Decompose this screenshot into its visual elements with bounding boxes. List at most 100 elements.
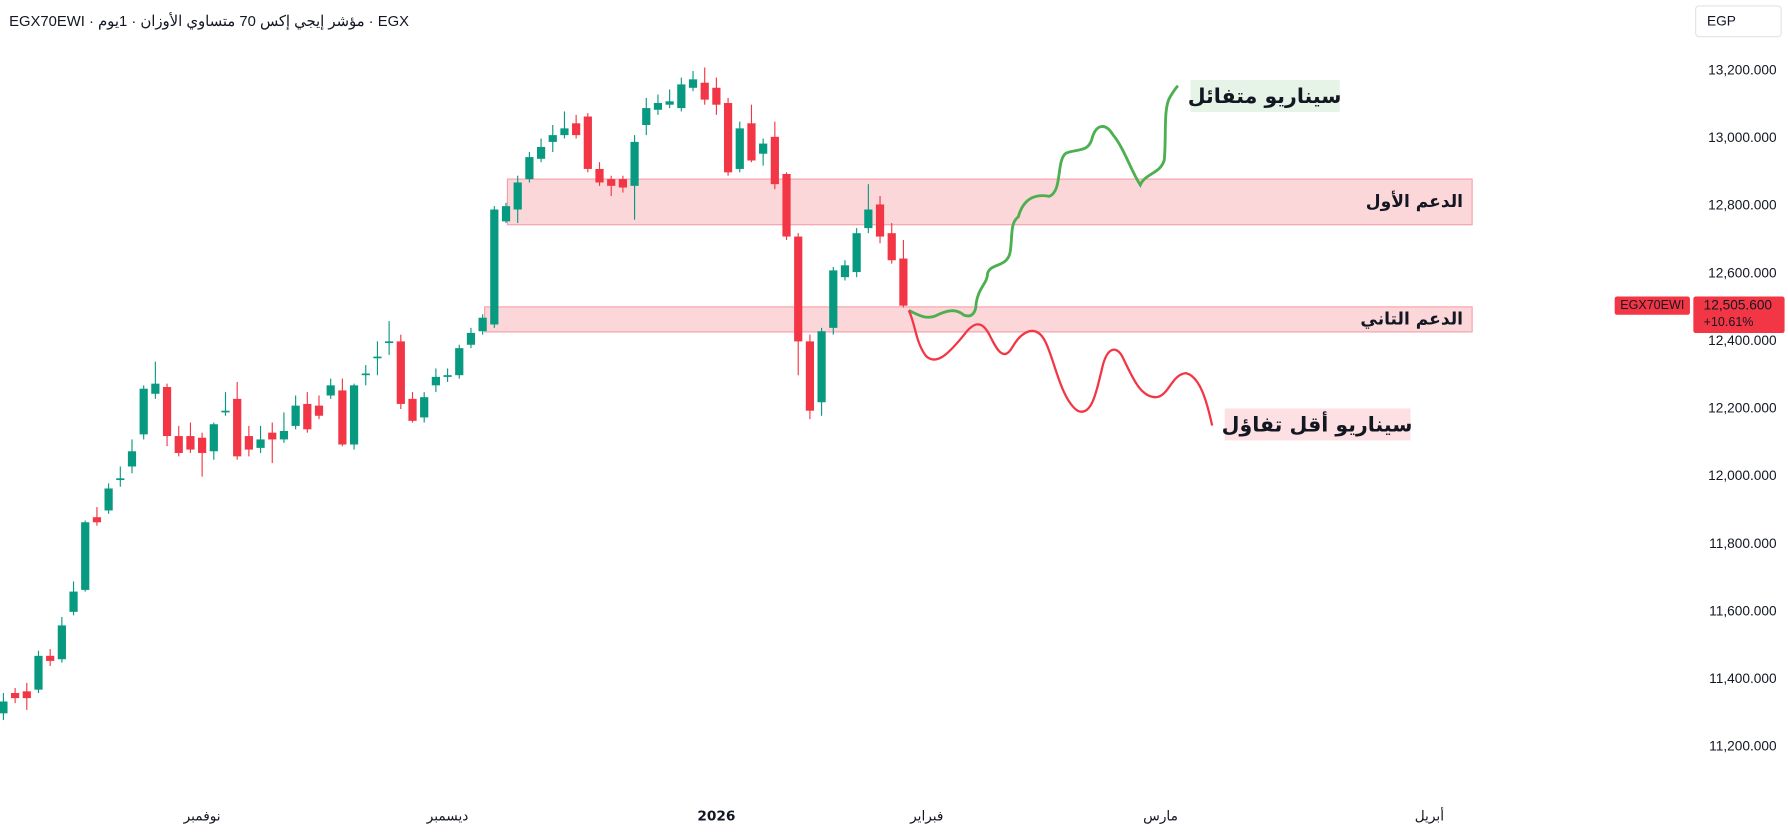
candle-body xyxy=(209,424,218,452)
candle-body xyxy=(653,103,663,110)
candle-body xyxy=(782,174,791,237)
candle-body xyxy=(560,128,569,136)
candle-body xyxy=(127,451,137,467)
candle-body xyxy=(852,233,861,273)
currency-label[interactable]: EGP xyxy=(1707,13,1736,28)
y-tick-label: 12,800.000 xyxy=(1708,198,1777,213)
y-tick-label: 12,600.000 xyxy=(1708,265,1777,280)
candle-body xyxy=(151,383,160,394)
candle-body xyxy=(572,123,581,136)
candle-body xyxy=(490,209,499,325)
optimistic-scenario-path xyxy=(908,84,1179,319)
candle-body xyxy=(233,398,242,457)
candle-body xyxy=(618,179,627,188)
candle-body xyxy=(186,436,195,450)
candle-body xyxy=(314,405,324,416)
candle-body xyxy=(373,356,382,359)
candle-body xyxy=(92,517,102,523)
candle-body xyxy=(525,157,534,180)
x-tick-label: أبريل xyxy=(1415,807,1445,825)
candle-body xyxy=(11,693,20,699)
candle-body xyxy=(256,439,265,448)
candle-body xyxy=(361,373,370,376)
candle-body xyxy=(338,390,347,445)
candle-body xyxy=(396,341,405,404)
price-tag xyxy=(1693,296,1785,334)
candle-body xyxy=(57,625,66,660)
candle-body xyxy=(279,430,289,440)
y-tick-label: 11,600.000 xyxy=(1709,603,1777,618)
candle-body xyxy=(81,522,90,590)
candle-body xyxy=(268,432,277,440)
zone-label: الدعم الأول xyxy=(1366,191,1463,212)
y-tick-label: 12,400.000 xyxy=(1708,333,1777,348)
candle-body xyxy=(630,141,639,186)
candle-body xyxy=(817,331,826,403)
y-tick-label: 11,400.000 xyxy=(1709,671,1777,686)
candle-body xyxy=(408,398,417,421)
candle-body xyxy=(443,375,452,377)
candle-body xyxy=(349,385,359,445)
candle-body xyxy=(198,437,207,453)
scenario-label: سيناريو أقل تفاؤل xyxy=(1222,411,1413,437)
x-tick-label: مارس xyxy=(1143,809,1178,825)
candle-body xyxy=(244,436,253,450)
candle-body xyxy=(513,182,522,210)
scenario-label: سيناريو متفائل xyxy=(1188,84,1342,108)
scenario-label-box xyxy=(1190,80,1340,112)
candle-body xyxy=(478,317,487,332)
candle-body xyxy=(536,146,546,159)
candle-body xyxy=(759,143,768,154)
candle-body xyxy=(466,332,476,345)
candle-body xyxy=(116,478,125,481)
chart-title: EGX70EWI · مؤشر إيجي إكس 70 متساوي الأوز… xyxy=(9,12,409,30)
candle-body xyxy=(583,116,592,169)
price-change-label: +10.61% xyxy=(1704,315,1754,329)
currency-button[interactable] xyxy=(1695,5,1782,38)
cautious-scenario-path xyxy=(907,309,1214,426)
y-tick-label: 11,200.000 xyxy=(1709,739,1777,754)
candle-body xyxy=(747,123,756,161)
y-tick-label: 13,200.000 xyxy=(1708,62,1777,77)
candle-body xyxy=(864,209,873,229)
x-tick-label: فبراير xyxy=(909,809,943,825)
candle-body xyxy=(221,410,230,413)
candle-body xyxy=(677,84,686,109)
candle-body xyxy=(595,168,604,183)
candle-body xyxy=(700,82,709,100)
candle-body xyxy=(829,270,838,328)
candle-body xyxy=(501,206,511,222)
candle-body xyxy=(139,388,148,435)
candle-body xyxy=(899,258,908,306)
scenario-label-box xyxy=(1224,408,1411,441)
candle-body xyxy=(303,403,312,430)
candle-body xyxy=(174,436,183,453)
y-tick-label: 13,000.000 xyxy=(1708,130,1777,145)
candle-body xyxy=(431,376,440,386)
candle-body xyxy=(887,233,896,261)
candle-body xyxy=(794,236,803,342)
candle-body xyxy=(104,488,113,511)
candle-body xyxy=(385,341,394,344)
zone-label: الدعم التاني xyxy=(1360,309,1463,329)
candle-body xyxy=(642,108,651,125)
candle-body xyxy=(875,204,885,237)
candle-body xyxy=(455,348,464,376)
y-tick-label: 12,000.000 xyxy=(1708,468,1777,483)
candle-body xyxy=(420,397,429,418)
candle-body xyxy=(22,691,31,699)
candle-body xyxy=(723,103,733,173)
price-tag-label: 12,505.600 xyxy=(1704,297,1773,312)
candles xyxy=(0,67,908,721)
support-zone xyxy=(506,178,1473,226)
candle-body xyxy=(291,405,300,426)
candle-body xyxy=(712,87,721,105)
support-zone xyxy=(484,306,1473,333)
candle-body xyxy=(735,128,744,169)
candle-body xyxy=(46,655,55,661)
x-tick-label: 2026 xyxy=(697,809,735,825)
candle-body xyxy=(34,655,43,690)
zones: الدعم الأول الدعم التاني xyxy=(484,178,1473,333)
